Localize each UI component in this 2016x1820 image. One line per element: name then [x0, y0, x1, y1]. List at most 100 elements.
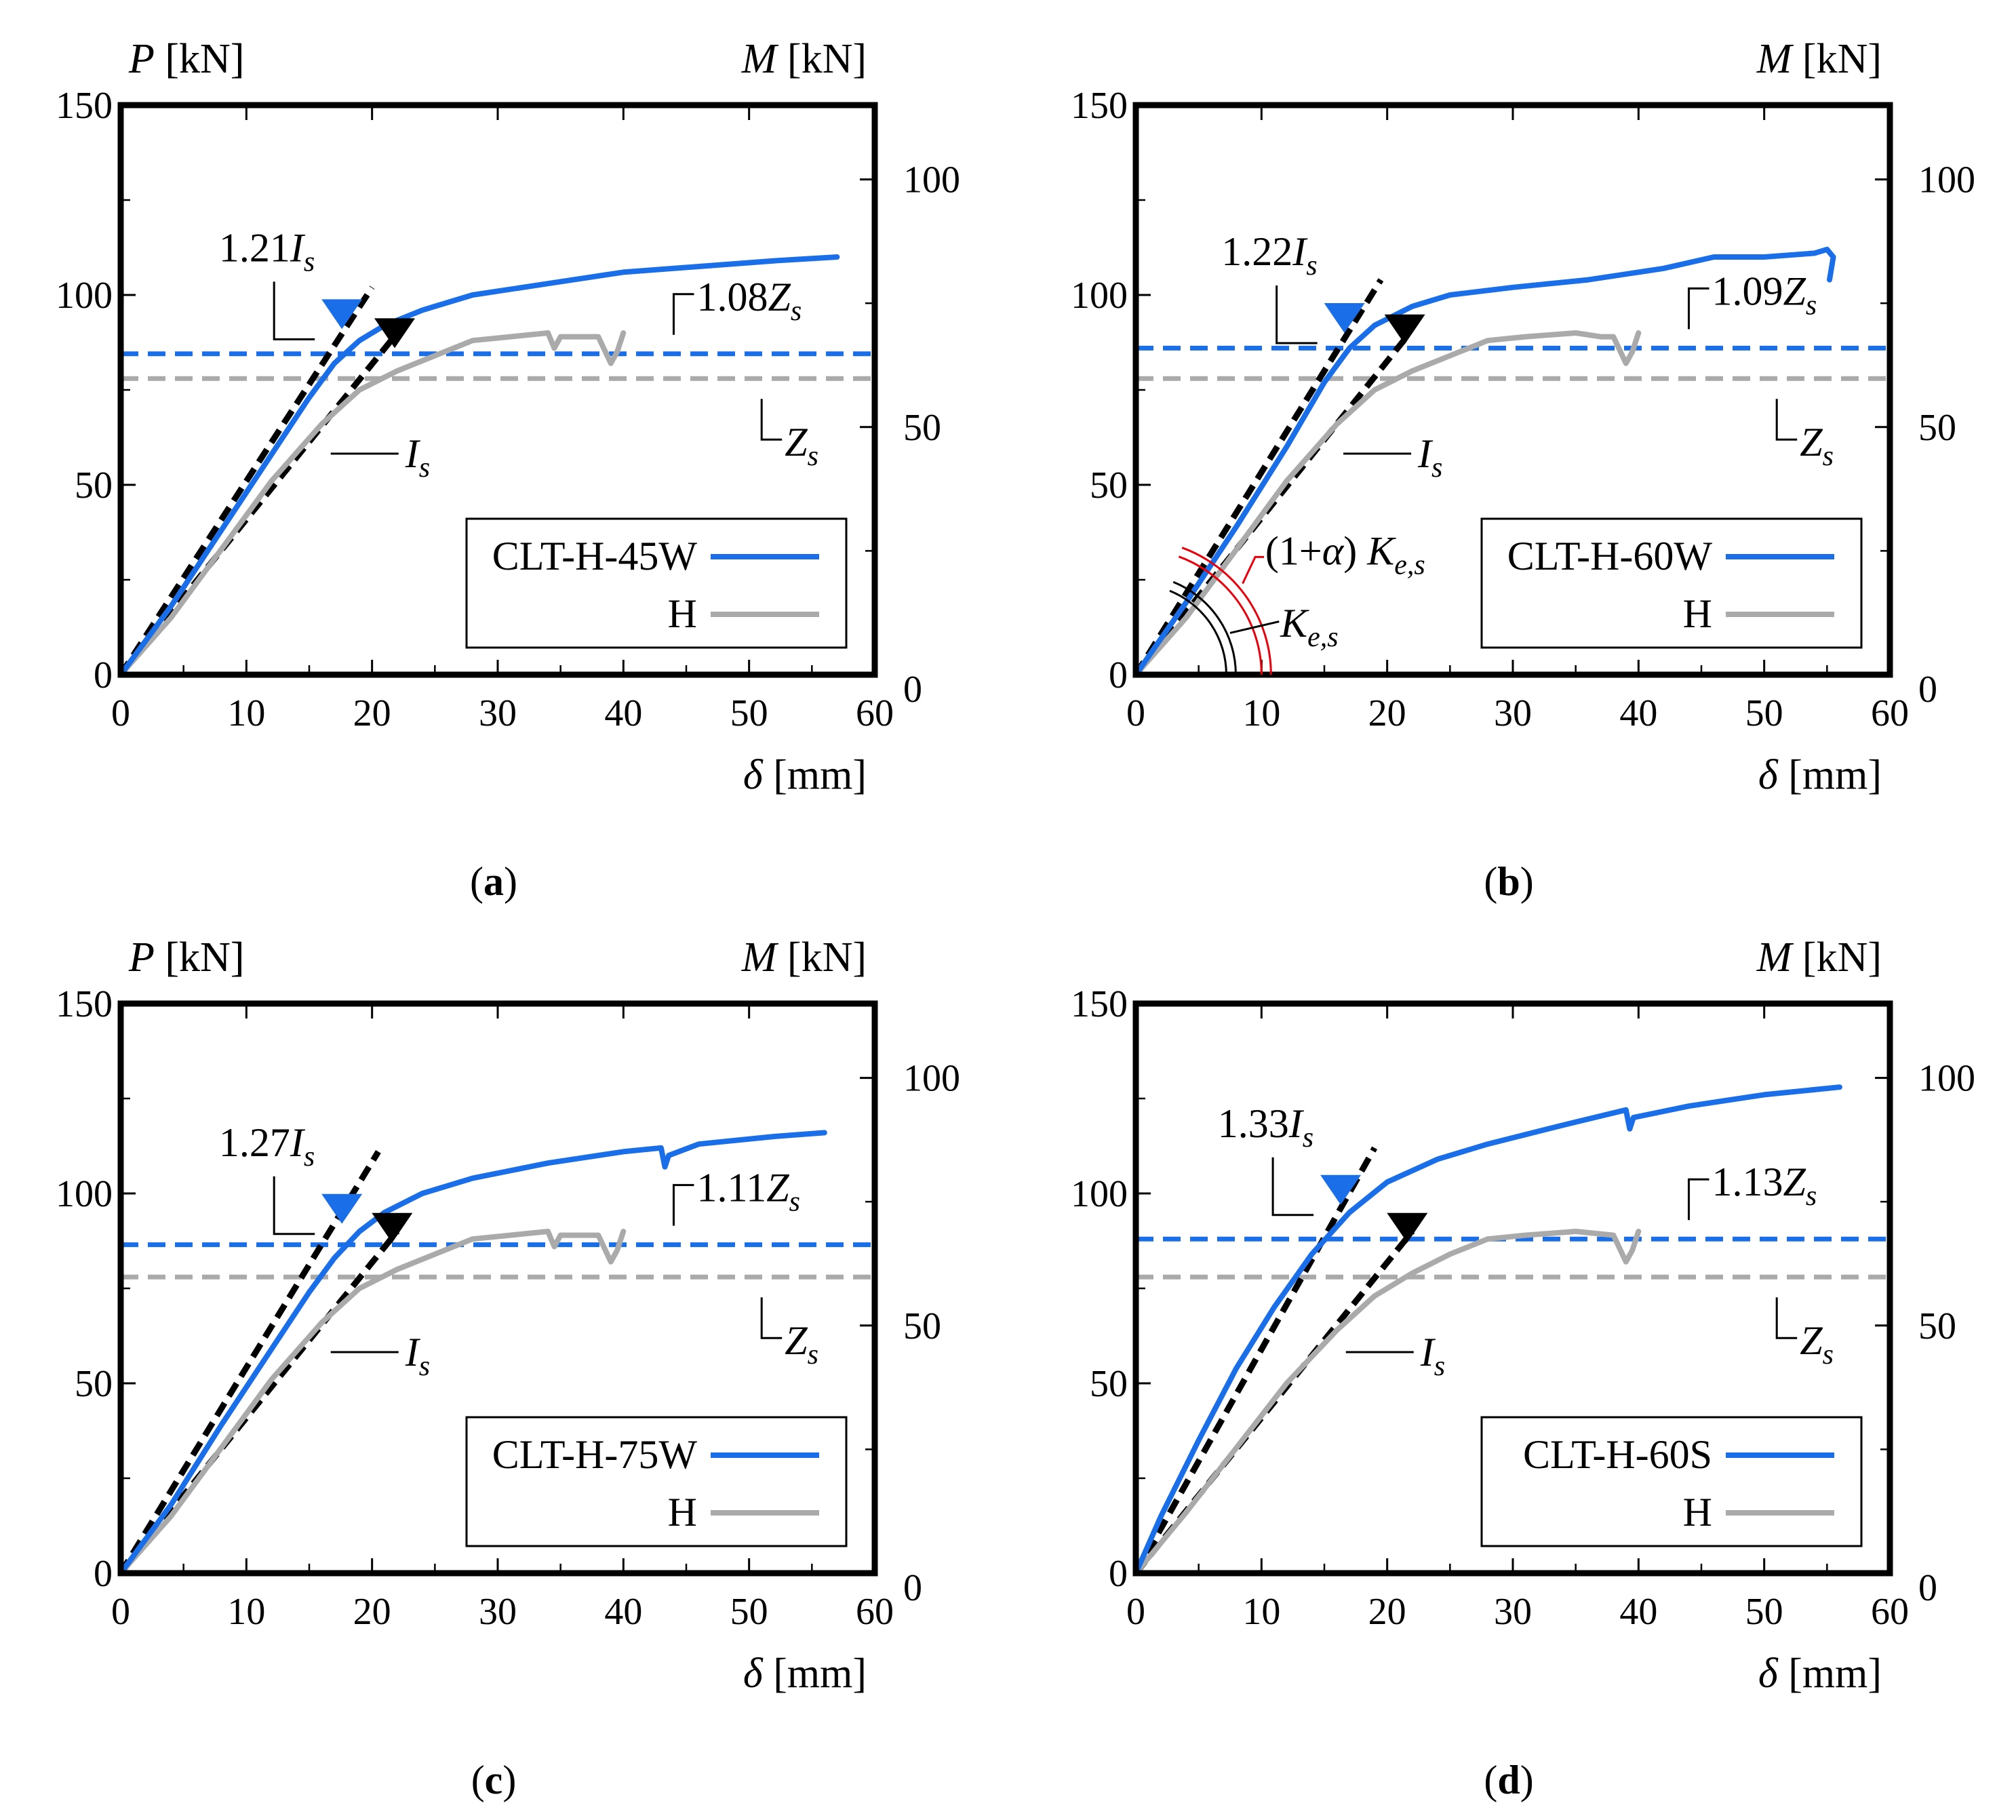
test-stiffness-leader: [273, 281, 315, 340]
reference-series-line: [1133, 1229, 1642, 1576]
x-tick-label: 10: [227, 1591, 265, 1633]
legend: CLT-H-60S H: [1480, 1416, 1863, 1547]
legend-label-test: CLT-H-45W: [492, 534, 698, 578]
x-tick-label: 10: [227, 692, 265, 734]
test-strength-leader: [672, 1184, 694, 1226]
x-tick-label: 50: [1745, 692, 1783, 734]
test-stiffness-line: [118, 285, 375, 677]
right-axis-title: M [kN]: [741, 36, 867, 82]
x-tick-label: 50: [730, 1591, 768, 1633]
left-axis-title: P [kN]: [128, 934, 244, 981]
x-axis-title: δ [mm]: [1758, 752, 1882, 798]
test-yield-marker: [1324, 303, 1365, 333]
ref-stiffness-line: [118, 1229, 400, 1575]
right-tick-label: 50: [1918, 407, 1956, 449]
right-tick-label: 0: [903, 1567, 922, 1609]
x-tick-label: 0: [1126, 692, 1145, 734]
right-tick-label: 100: [903, 1058, 960, 1100]
k-alpha-arc: [1181, 547, 1272, 675]
test-strength-leader: [1687, 1178, 1709, 1221]
ref-strength-label: Zs: [785, 420, 818, 472]
legend-label-ref: H: [668, 1490, 697, 1535]
test-strength-leader: [1687, 287, 1709, 330]
test-stiffness-line: [1133, 1146, 1378, 1575]
left-tick-label: 50: [75, 464, 113, 507]
panel-label: (d): [1484, 1758, 1533, 1802]
test-stiffness-label: 1.22Is: [1221, 229, 1317, 281]
left-tick-label: 50: [1090, 464, 1128, 507]
left-tick-label: 50: [1090, 1363, 1128, 1405]
test-strength-label: 1.09Zs: [1712, 269, 1817, 321]
legend-label-ref: H: [1683, 591, 1712, 636]
panel-label: (b): [1484, 859, 1533, 904]
right-tick-label: 50: [903, 1305, 941, 1347]
legend-label-ref: H: [1683, 1490, 1712, 1535]
right-tick-label: 50: [1918, 1305, 1956, 1347]
panel-c: 0 50 100 150 0 50 100 0 10 20 30 40 50 60 P [kN] M [kN]…: [56, 934, 960, 1802]
right-tick-label: 100: [1918, 159, 1975, 201]
x-axis-title: δ [mm]: [1758, 1650, 1882, 1697]
k-alpha-arc: [1178, 555, 1263, 675]
panel-a: 0 50 100 150 0 50 100 0 10 20 30 40 50 60 P [kN] M [kN]…: [56, 36, 960, 904]
left-tick-label: 100: [56, 1173, 113, 1215]
right-tick-label: 100: [903, 159, 960, 201]
legend-label-test: CLT-H-60S: [1523, 1432, 1712, 1477]
x-axis-title: δ [mm]: [743, 752, 867, 798]
legend-box: [465, 1416, 848, 1547]
test-stiffness-line: [1133, 278, 1384, 677]
k-e-arc: [1172, 580, 1237, 675]
plot-frame: [117, 1000, 878, 1577]
x-tick-label: 30: [1494, 1591, 1532, 1633]
left-tick-label: 150: [1071, 85, 1128, 127]
right-tick-label: 100: [1918, 1058, 1975, 1100]
ref-strength-leader: [760, 399, 783, 441]
x-tick-label: 0: [111, 1591, 130, 1633]
legend: CLT-H-60W H: [1480, 517, 1863, 649]
k-alpha-label: (1+α) Ke,s: [1265, 529, 1425, 581]
k-e-label: Ke,s: [1280, 601, 1339, 653]
test-series-line: [1133, 246, 1836, 677]
x-tick-label: 40: [1619, 1591, 1657, 1633]
test-stiffness-label: 1.27Is: [219, 1120, 315, 1172]
test-stiffness-leader: [273, 1176, 315, 1235]
test-yield-marker: [321, 299, 363, 330]
legend-label-test: CLT-H-75W: [492, 1432, 698, 1477]
x-tick-label: 20: [1368, 692, 1406, 734]
x-tick-label: 20: [1368, 1591, 1406, 1633]
left-tick-label: 0: [94, 654, 113, 696]
reference-series-line: [118, 330, 627, 677]
panel-label: (c): [471, 1758, 517, 1802]
x-tick-label: 60: [856, 692, 894, 734]
x-tick-label: 30: [479, 692, 517, 734]
ref-stiffness-label: Is: [1417, 431, 1442, 483]
test-strength-label: 1.11Zs: [696, 1166, 800, 1218]
legend-label-test: CLT-H-60W: [1507, 534, 1713, 578]
x-tick-label: 60: [1871, 1591, 1909, 1633]
k-e-arc: [1169, 589, 1227, 675]
k-alpha-leader: [1242, 555, 1265, 585]
left-axis-title: P [kN]: [128, 36, 244, 82]
ref-stiffness-label: Is: [405, 431, 430, 483]
left-tick-label: 100: [1071, 1173, 1128, 1215]
legend-label-ref: H: [668, 591, 697, 636]
test-stiffness-line: [118, 1150, 381, 1575]
left-tick-label: 0: [94, 1553, 113, 1595]
test-strength-leader: [672, 293, 694, 335]
ref-strength-leader: [1775, 1297, 1798, 1339]
test-stiffness-label: 1.33Is: [1218, 1101, 1313, 1153]
x-tick-label: 10: [1242, 692, 1280, 734]
test-series-line: [118, 1130, 827, 1576]
right-tick-label: 0: [903, 669, 922, 711]
legend: CLT-H-75W H: [465, 1416, 848, 1547]
test-strength-label: 1.13Zs: [1712, 1160, 1817, 1212]
test-stiffness-leader: [1271, 1157, 1314, 1216]
x-tick-label: 20: [353, 1591, 391, 1633]
ref-stiffness-label: Is: [405, 1330, 430, 1382]
test-yield-marker: [1320, 1174, 1362, 1205]
left-tick-label: 150: [56, 85, 113, 127]
x-tick-label: 50: [730, 692, 768, 734]
left-tick-label: 0: [1109, 654, 1128, 696]
k-e-leader: [1229, 620, 1280, 634]
